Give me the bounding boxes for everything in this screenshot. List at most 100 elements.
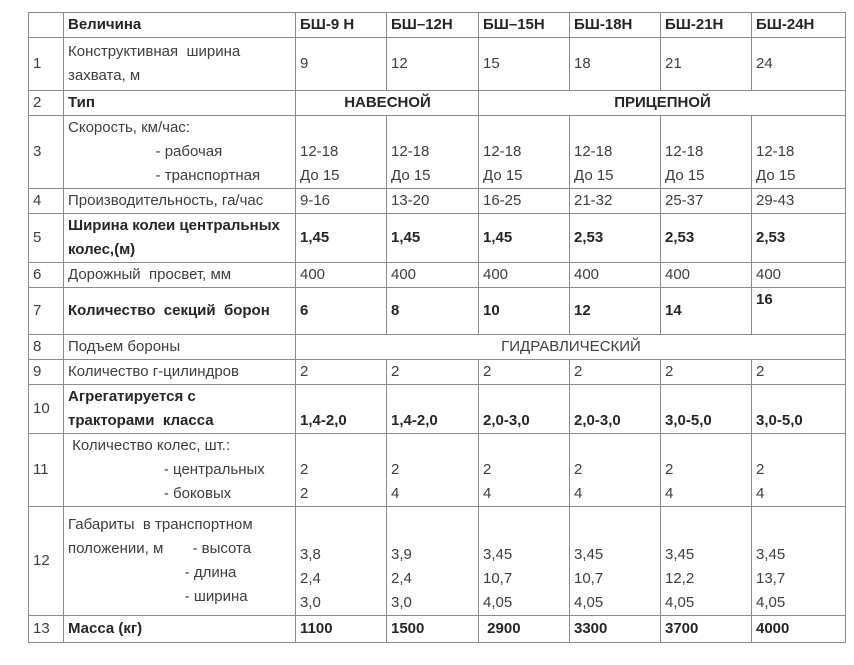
spec-table: Величина БШ-9 Н БШ–12Н БШ–15Н БШ-18Н БШ-21Н БШ… bbox=[28, 12, 846, 643]
merged-value-cell: ГИДРАВЛИЧЕСКИЙ bbox=[295, 334, 846, 360]
value-cell: 12 bbox=[386, 37, 479, 91]
value-cell: 29-43 bbox=[751, 188, 846, 214]
value-cell: 400 bbox=[569, 262, 661, 288]
value-cell: 2 4 bbox=[751, 433, 846, 507]
param-label: Количество г-цилиндров bbox=[63, 359, 296, 385]
value-cell: 2900 bbox=[478, 615, 570, 643]
value-cell: 2 bbox=[386, 359, 479, 385]
spec-row: 1 Конструктивная ширина захвата, м 9 12 15 18… bbox=[28, 37, 846, 91]
row-number: 11 bbox=[28, 433, 64, 507]
value-cell: 18 bbox=[569, 37, 661, 91]
value-cell: 2 bbox=[751, 359, 846, 385]
row-number: 10 bbox=[28, 384, 64, 434]
value-cell: 4000 bbox=[751, 615, 846, 643]
param-label: Тип bbox=[63, 90, 296, 116]
value-cell: 16 bbox=[751, 287, 846, 335]
value-cell: 1,45 bbox=[478, 213, 570, 263]
row-number: 7 bbox=[28, 287, 64, 335]
param-label: Ширина колеи центральных колес,(м) bbox=[63, 213, 296, 263]
value-cell: 12-18 До 15 bbox=[660, 115, 752, 189]
value-cell: 16-25 bbox=[478, 188, 570, 214]
spec-row: 3 Скорость, км/час: - рабочая - транспорт… bbox=[28, 115, 846, 189]
value-cell: 2,53 bbox=[660, 213, 752, 263]
value-cell: 12-18 До 15 bbox=[751, 115, 846, 189]
merged-value-cell: ПРИЦЕПНОЙ bbox=[478, 90, 846, 116]
value-cell: 21-32 bbox=[569, 188, 661, 214]
value-cell: 2,53 bbox=[569, 213, 661, 263]
model-column-header: БШ-21Н bbox=[660, 12, 752, 38]
spec-row: 8 Подъем бороны ГИДРАВЛИЧЕСКИЙ bbox=[28, 334, 846, 360]
row-number: 4 bbox=[28, 188, 64, 214]
spec-row: 12 Габариты в транспортном положении, м -… bbox=[28, 506, 846, 616]
value-cell: 2 4 bbox=[660, 433, 752, 507]
value-cell: 2,53 bbox=[751, 213, 846, 263]
param-label: Дорожный просвет, мм bbox=[63, 262, 296, 288]
row-number: 2 bbox=[28, 90, 64, 116]
param-label: Количество секций борон bbox=[63, 287, 296, 335]
value-cell: 14 bbox=[660, 287, 752, 335]
param-label: Конструктивная ширина захвата, м bbox=[63, 37, 296, 91]
model-column-header: БШ-24Н bbox=[751, 12, 846, 38]
param-label: Количество колес, шт.: - центральных - б… bbox=[63, 433, 296, 507]
value-cell: 2 4 bbox=[386, 433, 479, 507]
row-number: 13 bbox=[28, 615, 64, 643]
value-cell: 3,0-5,0 bbox=[660, 384, 752, 434]
model-column-header: БШ–12Н bbox=[386, 12, 479, 38]
row-number: 1 bbox=[28, 37, 64, 91]
value-cell: 2 bbox=[660, 359, 752, 385]
spec-row: 5 Ширина колеи центральных колес,(м) 1,45 1… bbox=[28, 213, 846, 263]
value-cell: 3,8 2,4 3,0 bbox=[295, 506, 387, 616]
value-cell: 400 bbox=[660, 262, 752, 288]
value-cell: 2 bbox=[295, 359, 387, 385]
header-row: Величина БШ-9 Н БШ–12Н БШ–15Н БШ-18Н БШ-21Н БШ… bbox=[28, 12, 846, 38]
param-label: Габариты в транспортном положении, м - в… bbox=[63, 506, 296, 616]
value-cell: 15 bbox=[478, 37, 570, 91]
value-cell: 1,4-2,0 bbox=[295, 384, 387, 434]
value-cell: 400 bbox=[478, 262, 570, 288]
value-cell: 12-18 До 15 bbox=[386, 115, 479, 189]
corner-cell bbox=[28, 12, 64, 38]
value-cell: 13-20 bbox=[386, 188, 479, 214]
value-cell: 2,0-3,0 bbox=[569, 384, 661, 434]
spec-table-container: Величина БШ-9 Н БШ–12Н БШ–15Н БШ-18Н БШ-21Н БШ… bbox=[28, 12, 846, 643]
param-label: Агрегатируется с тракторами класса bbox=[63, 384, 296, 434]
value-cell: 12-18 До 15 bbox=[478, 115, 570, 189]
value-cell: 3,45 13,7 4,05 bbox=[751, 506, 846, 616]
spec-row: 2 Тип НАВЕСНОЙ ПРИЦЕПНОЙ bbox=[28, 90, 846, 116]
value-cell: 2 2 bbox=[295, 433, 387, 507]
value-cell: 2 bbox=[478, 359, 570, 385]
value-cell: 1,4-2,0 bbox=[386, 384, 479, 434]
value-cell: 21 bbox=[660, 37, 752, 91]
row-number: 5 bbox=[28, 213, 64, 263]
value-cell: 1500 bbox=[386, 615, 479, 643]
row-number: 12 bbox=[28, 506, 64, 616]
value-cell: 12-18 До 15 bbox=[295, 115, 387, 189]
row-number: 3 bbox=[28, 115, 64, 189]
spec-row: 11 Количество колес, шт.: - центральных … bbox=[28, 433, 846, 507]
model-column-header: БШ-18Н bbox=[569, 12, 661, 38]
value-cell: 8 bbox=[386, 287, 479, 335]
value-cell: 9-16 bbox=[295, 188, 387, 214]
value-cell: 3,45 12,2 4,05 bbox=[660, 506, 752, 616]
value-cell: 6 bbox=[295, 287, 387, 335]
spec-row: 7 Количество секций борон 6 8 10 12 14 16 bbox=[28, 287, 846, 335]
merged-value-cell: НАВЕСНОЙ bbox=[295, 90, 479, 116]
value-cell: 1,45 bbox=[386, 213, 479, 263]
value-cell: 24 bbox=[751, 37, 846, 91]
value-cell: 3,45 10,7 4,05 bbox=[478, 506, 570, 616]
row-number: 9 bbox=[28, 359, 64, 385]
value-cell: 3,45 10,7 4,05 bbox=[569, 506, 661, 616]
value-cell: 9 bbox=[295, 37, 387, 91]
value-cell: 25-37 bbox=[660, 188, 752, 214]
param-label: Масса (кг) bbox=[63, 615, 296, 643]
value-cell: 2 4 bbox=[569, 433, 661, 507]
row-number: 6 bbox=[28, 262, 64, 288]
value-cell: 3,9 2,4 3,0 bbox=[386, 506, 479, 616]
value-cell: 400 bbox=[751, 262, 846, 288]
value-cell: 2 bbox=[569, 359, 661, 385]
param-label: Подъем бороны bbox=[63, 334, 296, 360]
spec-row: 10 Агрегатируется с тракторами класса 1,4-… bbox=[28, 384, 846, 434]
value-cell: 1100 bbox=[295, 615, 387, 643]
param-column-header: Величина bbox=[63, 12, 296, 38]
value-cell: 3300 bbox=[569, 615, 661, 643]
